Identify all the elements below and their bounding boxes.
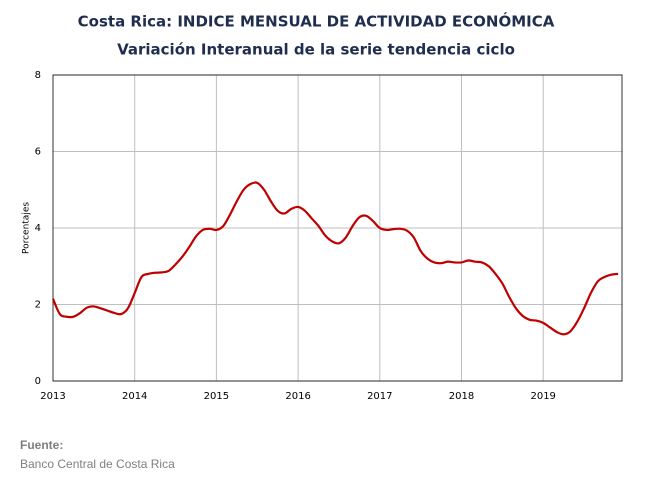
y-tick-label: 2: [35, 300, 41, 311]
x-tick-label: 2018: [449, 391, 474, 402]
y-tick-label: 4: [35, 223, 41, 234]
data-line: [51, 181, 619, 336]
chart-title: Costa Rica: INDICE MENSUAL DE ACTIVIDAD …: [78, 12, 555, 31]
chart-subtitle: Variación Interanual de la serie tendenc…: [117, 41, 515, 59]
y-tick-label: 0: [35, 376, 41, 387]
plot-frame: [52, 74, 623, 382]
x-tick-label: 2016: [285, 391, 310, 402]
x-tick-label: 2013: [40, 391, 65, 402]
x-tick-label: 2017: [367, 391, 392, 402]
y-tick-label: 6: [35, 147, 41, 158]
source-title: Fuente:: [20, 438, 63, 452]
x-tick-label: 2014: [122, 391, 147, 402]
x-tick-label: 2015: [204, 391, 229, 402]
x-tick-label: 2019: [530, 391, 555, 402]
source: Banco Central de Costa Rica: [20, 457, 175, 471]
y-axis-label: Porcentajes: [22, 202, 32, 254]
y-tick-label: 8: [35, 70, 41, 81]
